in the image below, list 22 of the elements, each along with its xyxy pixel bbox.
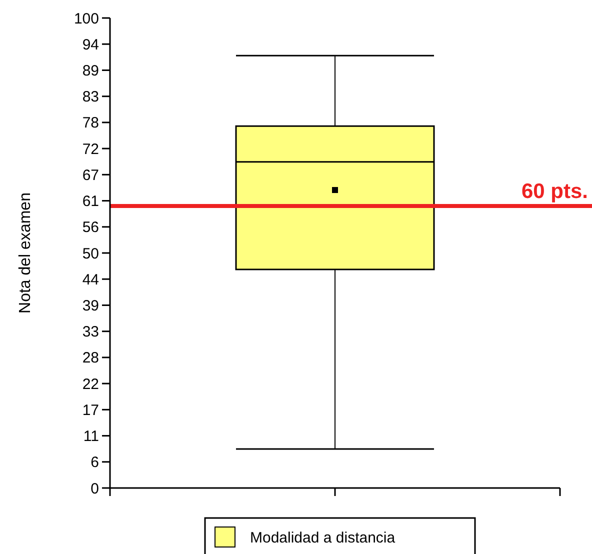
- y-tick-label: 89: [82, 62, 99, 80]
- y-tick-label: 83: [82, 88, 99, 106]
- y-tick-label: 44: [82, 271, 99, 288]
- y-tick-label: 61: [82, 193, 99, 210]
- y-tick-label: 6: [90, 454, 99, 472]
- y-tick-label: 94: [82, 36, 99, 54]
- y-tick-label: 56: [82, 219, 99, 236]
- y-tick-label: 11: [83, 428, 99, 446]
- y-tick-label: 67: [82, 166, 99, 184]
- y-tick-label: 100: [74, 10, 99, 28]
- y-tick-label: 22: [82, 376, 99, 393]
- ref-line-label: 60 pts.: [521, 180, 588, 203]
- y-tick-label: 33: [82, 324, 99, 341]
- y-tick-label: 28: [82, 350, 99, 367]
- y-axis-title: Nota del examen: [17, 192, 34, 314]
- legend-label: Modalidad a distancia: [250, 529, 396, 546]
- y-tick-label: 17: [82, 402, 99, 419]
- y-tick-label: 72: [82, 140, 99, 158]
- y-tick-label: 78: [82, 114, 99, 132]
- y-tick-label: 0: [90, 480, 99, 498]
- y-tick-label: 50: [82, 245, 99, 262]
- y-tick-label: 39: [82, 297, 99, 314]
